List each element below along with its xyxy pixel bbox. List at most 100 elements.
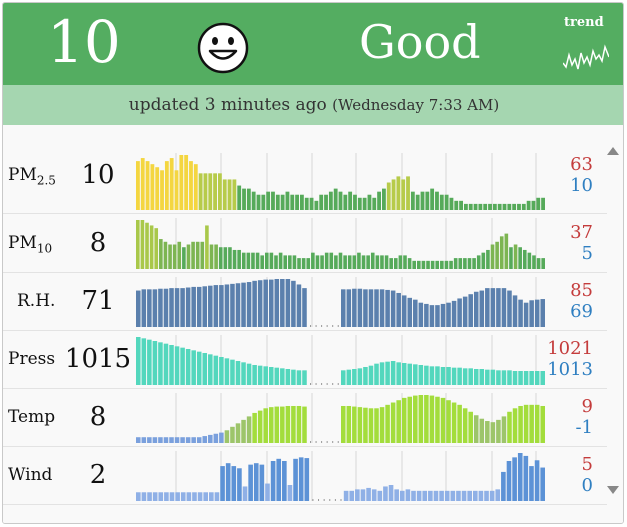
chart-bar <box>485 421 490 443</box>
chart-bar <box>352 369 357 385</box>
chart-gap-dot <box>337 383 339 385</box>
measurement-row[interactable]: PM10 8 37 5 <box>3 214 607 273</box>
chart-bar <box>301 258 306 269</box>
chart-bar <box>468 294 473 327</box>
chart-bar <box>174 346 180 385</box>
trend-sparkline-icon[interactable] <box>563 43 609 71</box>
scroll-down-icon[interactable] <box>607 486 619 494</box>
chart-bar <box>219 285 224 327</box>
chart-bar <box>362 197 367 210</box>
chart-bar <box>208 354 213 385</box>
chart-gap-dot <box>334 499 336 501</box>
chart-bar <box>507 203 512 210</box>
chart-bar <box>164 492 169 501</box>
chart-bar <box>140 220 145 269</box>
chart-bar <box>353 194 357 210</box>
chart-bar <box>180 288 185 327</box>
chart-bar <box>396 176 401 210</box>
chart-bar <box>224 430 230 443</box>
chart-bar <box>185 437 191 443</box>
chart-bar <box>324 194 328 210</box>
measurement-max: 85 <box>570 280 593 301</box>
measurement-row[interactable]: PM2.5 10 63 10 <box>3 125 607 214</box>
measurement-row[interactable]: Wind 2 5 0 <box>3 447 607 505</box>
scrollbar[interactable] <box>604 122 622 522</box>
chart-bar <box>263 408 268 443</box>
chart-bar <box>268 279 274 327</box>
chart-bar <box>251 191 256 210</box>
chart-bar <box>501 416 507 443</box>
chart-bar <box>453 258 458 269</box>
chart-gap-dot <box>321 441 323 443</box>
trend-label[interactable]: trend <box>564 15 604 30</box>
chart-bar <box>366 255 370 269</box>
chart-bar <box>476 255 481 269</box>
chart-bar <box>293 458 298 501</box>
chart-bar <box>393 258 398 269</box>
chart-bar <box>186 244 191 269</box>
chart-bar <box>184 155 189 210</box>
chart-bar <box>496 370 501 385</box>
scroll-up-icon[interactable] <box>607 147 619 155</box>
chart-bar <box>490 244 495 269</box>
chart-bar <box>292 255 297 269</box>
chart-bar <box>341 370 346 385</box>
chart-bar <box>541 197 545 210</box>
chart-bar <box>495 241 499 269</box>
chart-bar <box>261 194 266 210</box>
chart-bar <box>468 411 473 443</box>
chart-bar <box>457 404 462 443</box>
chart-bar <box>390 290 396 327</box>
chart-bar <box>375 255 380 269</box>
chart-bar <box>379 289 385 327</box>
chart-bar <box>401 179 406 210</box>
chart-bar <box>302 370 307 385</box>
chart-bar <box>264 252 269 269</box>
chart-bar <box>275 194 280 210</box>
chart-gap-dot <box>321 325 323 327</box>
chart-bar <box>147 339 152 385</box>
chart-bar <box>191 286 196 327</box>
measurement-row[interactable]: Temp 8 9 -1 <box>3 389 607 447</box>
chart-gap-dot <box>329 499 331 501</box>
chart-bar <box>314 200 319 210</box>
chart-bar <box>502 203 507 210</box>
chart-bar <box>274 367 280 385</box>
measurement-row[interactable]: Press 1015 1021 1013 <box>3 331 607 389</box>
chart-bar <box>435 191 439 210</box>
chart-bar <box>521 203 526 210</box>
chart-bar <box>225 463 231 501</box>
chart-bar <box>213 433 219 443</box>
chart-bar <box>540 299 545 327</box>
chart-bar <box>512 295 518 327</box>
chart-bar <box>440 397 446 443</box>
chart-bar <box>311 252 315 269</box>
chart-bar <box>158 437 163 443</box>
chart-bar <box>479 369 485 385</box>
chart-bar <box>208 434 213 443</box>
chart-bar <box>320 255 324 269</box>
chart-bar <box>280 194 285 210</box>
chart-bar <box>185 287 191 327</box>
chart-bar <box>439 490 444 501</box>
chart-bar <box>241 282 246 327</box>
measurement-row[interactable]: R.H. 71 85 69 <box>3 273 607 331</box>
chart-bar <box>191 241 195 269</box>
chart-bar <box>343 490 349 501</box>
chart-bar <box>259 464 265 501</box>
chart-bar <box>374 408 379 443</box>
measurement-min: 69 <box>570 301 593 322</box>
chart-bar <box>540 371 545 385</box>
chart-bar <box>379 407 385 443</box>
chart-bar <box>473 203 478 210</box>
chart-bar <box>478 203 483 210</box>
chart-bar <box>147 492 152 501</box>
chart-bar <box>265 483 270 501</box>
chart-bar <box>195 241 200 269</box>
chart-bar <box>361 255 366 269</box>
chart-gap-dot <box>312 499 314 501</box>
chart-bar <box>518 247 522 269</box>
chart-bar <box>252 280 257 327</box>
chart-bar <box>158 492 164 501</box>
chart-bar <box>527 252 532 269</box>
